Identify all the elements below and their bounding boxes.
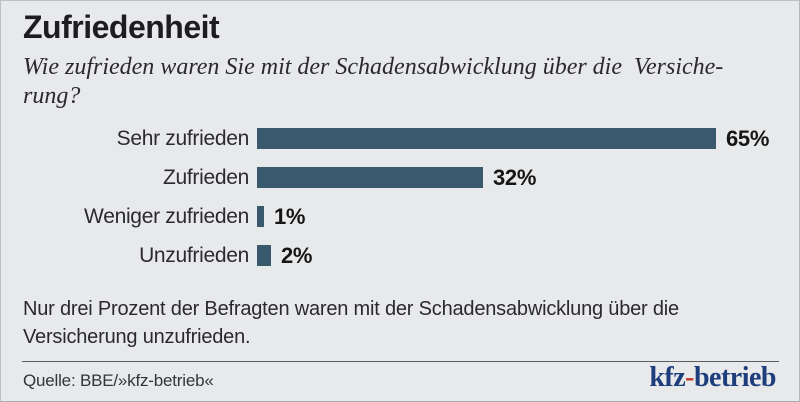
logo-hyphen: -: [685, 362, 694, 393]
chart-caption: Nur drei Prozent der Befragten waren mit…: [23, 295, 679, 351]
bar-unzufrieden: [257, 245, 271, 266]
value-label: 32%: [493, 164, 537, 190]
category-label: Sehr zufrieden: [116, 126, 250, 150]
page-title: Zufriedenheit: [23, 9, 220, 45]
chart-question-line-2: rung?: [23, 83, 81, 109]
bar-row-sehr-zufrieden: Sehr zufrieden 65%: [23, 119, 799, 158]
source-credit: Quelle: BBE/»kfz-betrieb«: [23, 371, 214, 390]
kfz-betrieb-logo: kfz-betrieb: [649, 362, 776, 394]
chart-question-line-1: Wie zufrieden waren Sie mit der Schadens…: [23, 54, 724, 80]
category-label: Weniger zufrieden: [84, 204, 249, 228]
bar-zufrieden: [257, 167, 483, 188]
category-label: Zufrieden: [162, 165, 249, 189]
category-label: Unzufrieden: [139, 243, 249, 267]
logo-part-kfz: kfz: [649, 362, 686, 393]
value-label: 1%: [274, 203, 306, 229]
logo-part-betrieb: betrieb: [693, 362, 777, 393]
bar-weniger-zufrieden: [257, 206, 264, 227]
bar-sehr-zufrieden: [257, 128, 716, 149]
footer-divider: [22, 361, 779, 362]
bar-row-unzufrieden: Unzufrieden 2%: [23, 236, 799, 275]
bar-row-weniger-zufrieden: Weniger zufrieden 1%: [23, 197, 799, 236]
value-label: 65%: [726, 125, 770, 151]
bar-chart: Sehr zufrieden 65% Zufrieden 32% Weniger…: [23, 119, 799, 275]
value-label: 2%: [281, 242, 313, 268]
chart-caption-line-1: Nur drei Prozent der Befragten waren mit…: [23, 298, 679, 320]
chart-question: Wie zufrieden waren Sie mit der Schadens…: [23, 53, 723, 111]
chart-caption-line-2: Versicherung unzufrieden.: [23, 326, 251, 348]
bar-row-zufrieden: Zufrieden 32%: [23, 158, 799, 197]
